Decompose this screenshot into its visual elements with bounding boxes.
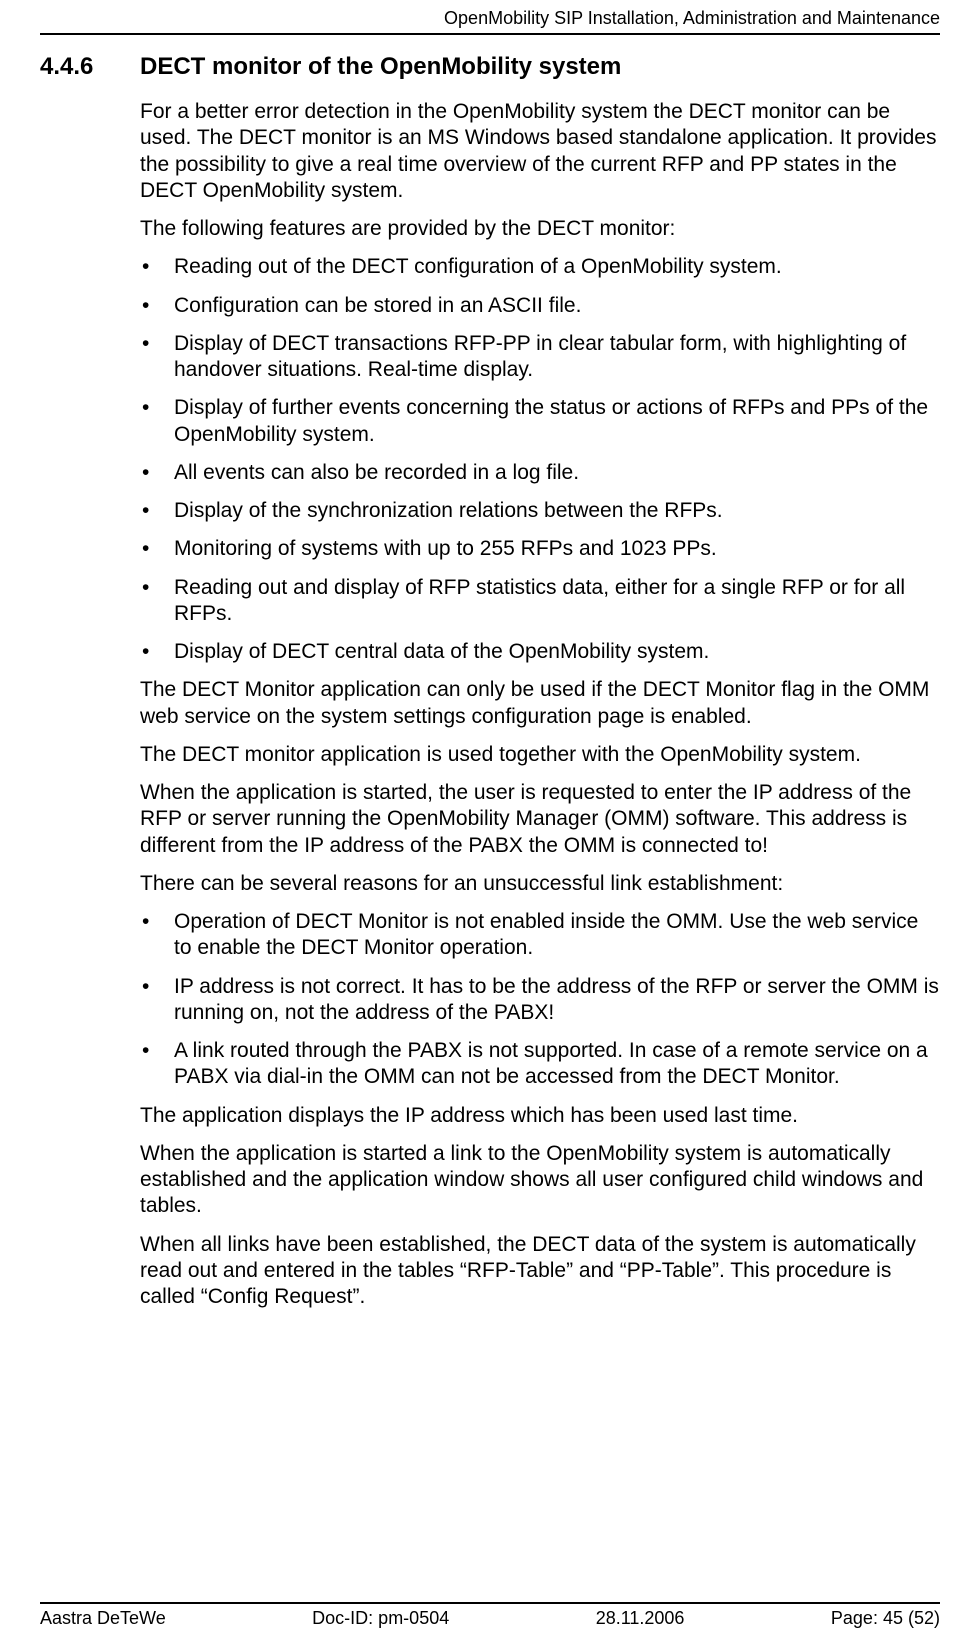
feature-list: Reading out of the DECT configuration of… xyxy=(140,254,940,665)
footer-docid: Doc-ID: pm-0504 xyxy=(312,1608,449,1629)
list-item: Display of the synchronization relations… xyxy=(140,498,940,524)
list-item: Reading out and display of RFP statistic… xyxy=(140,575,940,628)
list-item: Display of DECT transactions RFP-PP in c… xyxy=(140,331,940,384)
footer-page: Page: 45 (52) xyxy=(831,1608,940,1629)
paragraph: When all links have been established, th… xyxy=(140,1232,940,1311)
footer-date: 28.11.2006 xyxy=(596,1608,685,1629)
paragraph: The following features are provided by t… xyxy=(140,216,940,242)
list-item: Operation of DECT Monitor is not enabled… xyxy=(140,909,940,962)
section-number: 4.4.6 xyxy=(40,53,140,81)
page-header: OpenMobility SIP Installation, Administr… xyxy=(40,0,940,35)
list-item: Monitoring of systems with up to 255 RFP… xyxy=(140,536,940,562)
footer-company: Aastra DeTeWe xyxy=(40,1608,166,1629)
list-item: IP address is not correct. It has to be … xyxy=(140,974,940,1027)
list-item: A link routed through the PABX is not su… xyxy=(140,1038,940,1091)
paragraph: There can be several reasons for an unsu… xyxy=(140,871,940,897)
paragraph: The application displays the IP address … xyxy=(140,1103,940,1129)
page-footer: Aastra DeTeWe Doc-ID: pm-0504 28.11.2006… xyxy=(40,1602,940,1629)
list-item: All events can also be recorded in a log… xyxy=(140,460,940,486)
list-item: Display of further events concerning the… xyxy=(140,395,940,448)
paragraph: For a better error detection in the Open… xyxy=(140,99,940,204)
paragraph: When the application is started, the use… xyxy=(140,780,940,859)
list-item: Display of DECT central data of the Open… xyxy=(140,639,940,665)
document-page: OpenMobility SIP Installation, Administr… xyxy=(0,0,980,1649)
reasons-list: Operation of DECT Monitor is not enabled… xyxy=(140,909,940,1091)
list-item: Reading out of the DECT configuration of… xyxy=(140,254,940,280)
header-title: OpenMobility SIP Installation, Administr… xyxy=(444,8,940,28)
body-content: For a better error detection in the Open… xyxy=(140,99,940,1310)
section-title: DECT monitor of the OpenMobility system xyxy=(140,53,621,81)
paragraph: The DECT Monitor application can only be… xyxy=(140,677,940,730)
paragraph: The DECT monitor application is used tog… xyxy=(140,742,940,768)
paragraph: When the application is started a link t… xyxy=(140,1141,940,1220)
list-item: Configuration can be stored in an ASCII … xyxy=(140,293,940,319)
section-heading: 4.4.6 DECT monitor of the OpenMobility s… xyxy=(40,53,940,81)
